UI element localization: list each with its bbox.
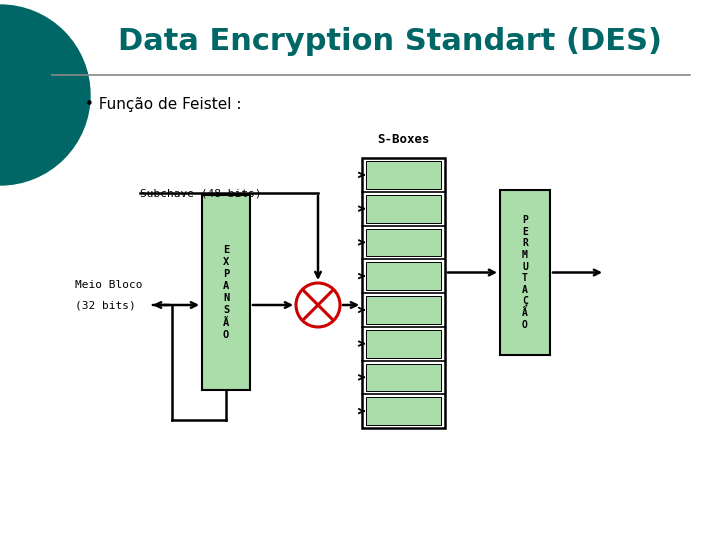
Bar bbox=[366, 296, 441, 324]
Bar bbox=[366, 397, 441, 425]
Bar bbox=[366, 161, 441, 189]
Text: (32 bits): (32 bits) bbox=[75, 300, 136, 310]
Bar bbox=[366, 262, 441, 290]
Circle shape bbox=[296, 283, 340, 327]
Bar bbox=[366, 195, 441, 222]
Bar bbox=[366, 330, 441, 357]
Text: S-Boxes: S-Boxes bbox=[377, 133, 430, 146]
Bar bbox=[362, 158, 445, 428]
Bar bbox=[500, 190, 550, 355]
Text: E
X
P
A
N
S
Ã
O: E X P A N S Ã O bbox=[223, 246, 229, 340]
Bar bbox=[366, 228, 441, 256]
Bar bbox=[366, 363, 441, 392]
Circle shape bbox=[0, 5, 90, 185]
Bar bbox=[202, 195, 250, 390]
Text: Data Encryption Standart (DES): Data Encryption Standart (DES) bbox=[118, 28, 662, 57]
Text: • Função de Feistel :: • Função de Feistel : bbox=[85, 98, 241, 112]
Text: Meio Bloco: Meio Bloco bbox=[75, 280, 143, 290]
Text: Subchave (48 bits): Subchave (48 bits) bbox=[140, 188, 261, 198]
Text: P
E
R
M
U
T
A
Ç
Ã
O: P E R M U T A Ç Ã O bbox=[522, 215, 528, 330]
